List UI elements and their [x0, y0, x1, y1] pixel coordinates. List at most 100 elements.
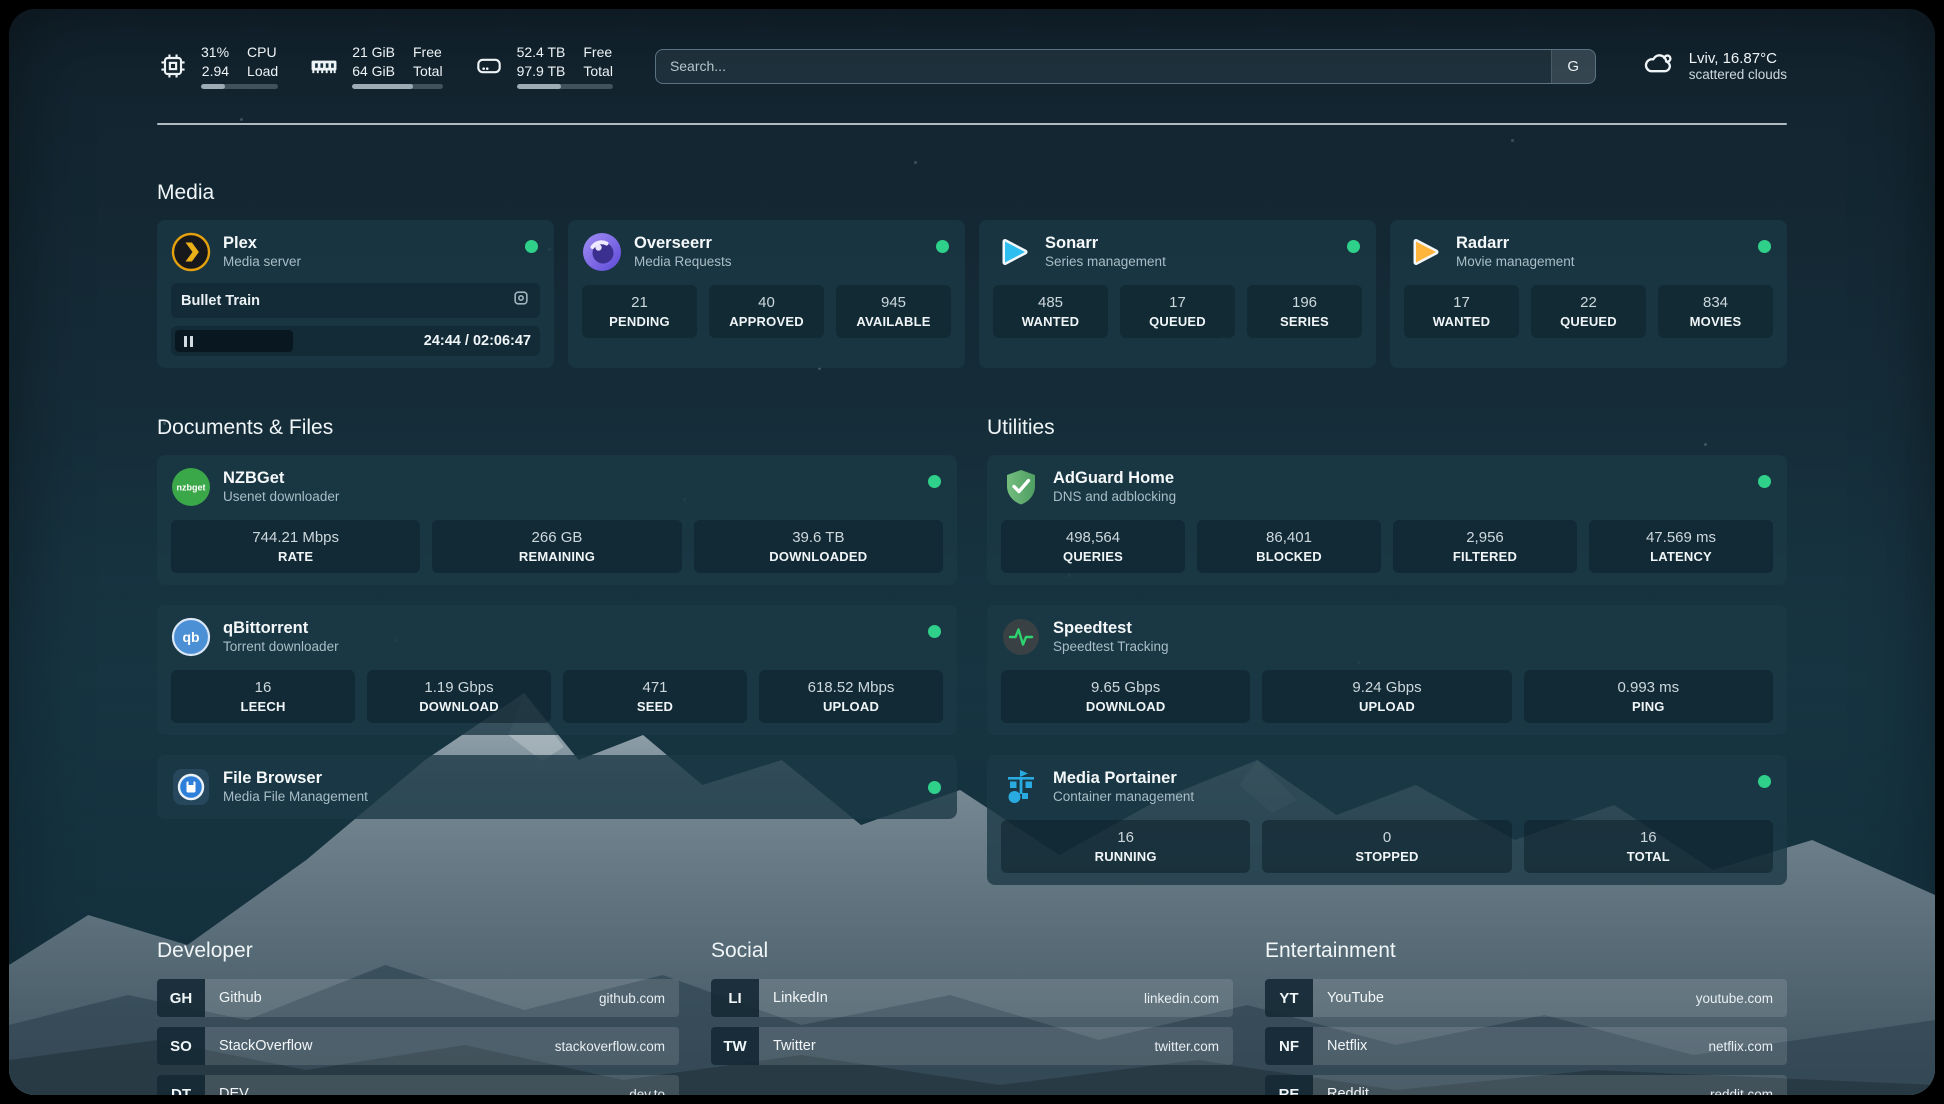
bookmark-url: youtube.com: [1695, 990, 1773, 1006]
stat-label: WANTED: [1432, 314, 1491, 329]
bookmark-github[interactable]: GH Github github.com: [157, 979, 679, 1017]
nzbget-card[interactable]: nzbget NZBGet Usenet downloader: [157, 455, 957, 585]
stat-value: 40: [758, 294, 775, 311]
adguard-title: AdGuard Home: [1053, 469, 1175, 488]
sonarr-card[interactable]: Sonarr Series management 485 WANTED 1: [979, 220, 1376, 368]
stat-tile: 266 GB REMAINING: [432, 520, 682, 573]
plex-card[interactable]: Plex Media server Bullet Train: [157, 220, 554, 368]
stat-value: 47.569 ms: [1645, 529, 1717, 546]
memory-stat: 21 GiB 64 GiB Free Total: [308, 43, 443, 89]
stat-value: 1.19 Gbps: [424, 679, 494, 696]
stat-label: QUERIES: [1063, 549, 1123, 564]
stat-value: 0.993 ms: [1617, 679, 1680, 696]
stat-tile: 22 QUEUED: [1531, 285, 1646, 338]
stat-value: 196: [1291, 294, 1318, 311]
stat-label: DOWNLOAD: [419, 699, 499, 714]
stat-value: 17: [1169, 294, 1186, 311]
disk-icon: [473, 50, 505, 82]
stat-value: 22: [1580, 294, 1597, 311]
stat-tile: 9.65 Gbps DOWNLOAD: [1001, 670, 1251, 723]
nzbget-title: NZBGet: [223, 469, 285, 488]
plex-icon: [171, 232, 211, 272]
speedtest-icon: [1001, 617, 1041, 657]
bookmark-url: linkedin.com: [1143, 990, 1219, 1006]
stat-value: 16: [254, 679, 272, 696]
stat-tile: 498,564 QUERIES: [1001, 520, 1185, 573]
plex-playback-row: 24:44 / 02:06:47: [171, 326, 540, 356]
search-input[interactable]: [655, 49, 1551, 83]
entertainment-group: Entertainment YT YouTube youtube.com NF …: [1265, 939, 1787, 1095]
stat-value: 0: [1382, 829, 1392, 846]
speedtest-card[interactable]: Speedtest Speedtest Tracking 9.65 Gbps D…: [987, 605, 1787, 735]
stat-tile: 834 MOVIES: [1658, 285, 1773, 338]
bookmark-dev[interactable]: DT DEV dev.to: [157, 1075, 679, 1095]
stat-tile: 618.52 Mbps UPLOAD: [759, 670, 943, 723]
bookmark-youtube[interactable]: YT YouTube youtube.com: [1265, 979, 1787, 1017]
stat-label: PENDING: [609, 314, 670, 329]
radarr-title: Radarr: [1456, 234, 1510, 253]
qbittorrent-subtitle: Torrent downloader: [223, 638, 339, 654]
adguard-subtitle: DNS and adblocking: [1053, 488, 1177, 504]
overseerr-card[interactable]: Overseerr Media Requests 21 PENDING 4: [568, 220, 965, 368]
disk-free-value: 52.4 TB: [516, 44, 566, 61]
social-group-title: Social: [711, 939, 769, 962]
filebrowser-card[interactable]: File Browser Media File Management: [157, 755, 957, 819]
stat-label: UPLOAD: [1358, 699, 1416, 714]
plex-status-online-dot: [525, 240, 538, 253]
bookmark-url: dev.to: [629, 1086, 665, 1096]
filebrowser-title: File Browser: [223, 769, 323, 788]
system-stats: 31% 2.94 CPU Load: [157, 43, 613, 89]
bookmark-abbr: SO: [157, 1027, 205, 1065]
bookmark-name: Netflix: [1327, 1038, 1368, 1054]
svg-text:nzbget: nzbget: [177, 483, 206, 493]
stat-tile: 21 PENDING: [582, 285, 697, 338]
adguard-card[interactable]: AdGuard Home DNS and adblocking 498,564 …: [987, 455, 1787, 585]
plex-subtitle: Media server: [223, 253, 302, 269]
bookmark-abbr: LI: [711, 979, 759, 1017]
bookmark-linkedin[interactable]: LI LinkedIn linkedin.com: [711, 979, 1233, 1017]
memory-free-label: Free: [413, 44, 442, 61]
bookmark-reddit[interactable]: RE Reddit reddit.com: [1265, 1075, 1787, 1095]
qbittorrent-card[interactable]: qb qBittorrent Torrent downloader: [157, 605, 957, 735]
dashboard-screen: 31% 2.94 CPU Load: [9, 9, 1935, 1095]
stat-label: REMAINING: [518, 549, 596, 564]
cpu-icon: [157, 50, 189, 82]
stat-value: 16: [1117, 829, 1134, 846]
bookmark-url: netflix.com: [1708, 1038, 1773, 1054]
stat-label: LEECH: [240, 699, 286, 714]
stat-label: STOPPED: [1355, 849, 1419, 864]
bookmark-twitter[interactable]: TW Twitter twitter.com: [711, 1027, 1233, 1065]
overseerr-status-online-dot: [936, 240, 949, 253]
search-bar: G: [654, 48, 1596, 84]
stat-value: 9.65 Gbps: [1091, 679, 1161, 696]
cpu-load-value: 2.94: [201, 62, 230, 79]
cpu-load-label: Load: [247, 62, 279, 79]
ram-icon: [308, 50, 340, 82]
bookmark-name: Github: [219, 990, 262, 1006]
portainer-card[interactable]: Media Portainer Container management 16 …: [987, 755, 1787, 885]
stat-label: RUNNING: [1094, 849, 1157, 864]
search-engine-button[interactable]: G: [1550, 49, 1595, 83]
now-playing-title: Bullet Train: [181, 292, 260, 309]
stat-value: 485: [1037, 294, 1064, 311]
pause-button[interactable]: [175, 330, 293, 352]
overseerr-title: Overseerr: [634, 234, 712, 253]
disk-total-value: 97.9 TB: [516, 62, 566, 79]
plex-now-playing-row: Bullet Train: [171, 283, 540, 318]
stat-label: QUEUED: [1149, 314, 1206, 329]
bookmark-netflix[interactable]: NF Netflix netflix.com: [1265, 1027, 1787, 1065]
bookmark-url: stackoverflow.com: [554, 1038, 665, 1054]
bookmark-stackoverflow[interactable]: SO StackOverflow stackoverflow.com: [157, 1027, 679, 1065]
bookmark-url: twitter.com: [1154, 1038, 1219, 1054]
cpu-usage-value: 31%: [201, 44, 230, 61]
stat-tile: 39.6 TB DOWNLOADED: [693, 520, 943, 573]
cast-icon[interactable]: [512, 289, 530, 312]
utilities-section: Utilities: [987, 368, 1787, 885]
stat-value: 744.21 Mbps: [252, 529, 340, 546]
sonarr-status-online-dot: [1347, 240, 1360, 253]
stat-tile: 0 STOPPED: [1262, 820, 1512, 873]
developer-group-title: Developer: [157, 939, 253, 962]
radarr-card[interactable]: Radarr Movie management 17 WANTED 22: [1390, 220, 1787, 368]
weather-widget: Lviv, 16.87°C scattered clouds: [1640, 46, 1787, 87]
top-bar: 31% 2.94 CPU Load: [157, 33, 1787, 99]
